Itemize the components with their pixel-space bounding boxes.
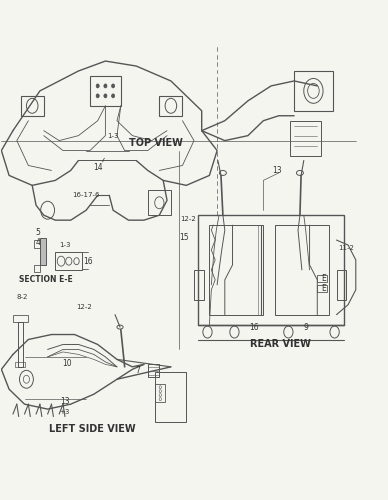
Bar: [13, 314, 28, 322]
Text: 16: 16: [83, 257, 93, 266]
Circle shape: [112, 94, 114, 98]
Bar: [275, 225, 329, 314]
Bar: [290, 120, 321, 156]
Bar: [21, 96, 44, 116]
Bar: [156, 372, 186, 422]
Text: TOP VIEW: TOP VIEW: [128, 138, 182, 148]
Bar: [159, 96, 182, 116]
Text: LEFT SIDE VIEW: LEFT SIDE VIEW: [48, 424, 135, 434]
Text: 12-2: 12-2: [180, 216, 196, 222]
Bar: [90, 76, 121, 106]
Bar: [18, 322, 23, 367]
Text: 16-17-6: 16-17-6: [73, 192, 100, 198]
Bar: [148, 190, 171, 215]
Text: 13: 13: [60, 397, 70, 406]
Bar: [34, 240, 40, 248]
Bar: [148, 364, 159, 377]
Text: +3: +3: [60, 408, 70, 414]
Text: 7: 7: [136, 366, 140, 375]
Text: 4: 4: [36, 238, 40, 247]
Text: 16: 16: [249, 322, 258, 332]
Text: 14: 14: [93, 164, 102, 172]
Text: E: E: [321, 274, 326, 283]
Text: SECTION E-E: SECTION E-E: [19, 276, 73, 284]
Text: 9: 9: [303, 322, 308, 332]
Bar: [15, 362, 24, 367]
Circle shape: [112, 84, 114, 88]
Bar: [55, 252, 82, 270]
Text: 13: 13: [272, 166, 282, 175]
Text: 10: 10: [62, 359, 72, 368]
Bar: [156, 384, 165, 402]
Circle shape: [96, 84, 99, 88]
Circle shape: [96, 94, 99, 98]
Bar: [34, 265, 40, 272]
Text: 1-3: 1-3: [107, 132, 119, 138]
Circle shape: [104, 94, 107, 98]
Text: REAR VIEW: REAR VIEW: [250, 340, 311, 349]
Text: 12-2: 12-2: [76, 304, 92, 310]
Text: 5: 5: [36, 228, 40, 237]
Bar: [317, 275, 327, 282]
Text: 8-2: 8-2: [17, 294, 28, 300]
Bar: [294, 71, 333, 111]
Circle shape: [104, 84, 107, 88]
Bar: [336, 270, 346, 300]
Bar: [317, 285, 327, 292]
Bar: [198, 215, 344, 324]
Bar: [194, 270, 204, 300]
Text: 15: 15: [180, 233, 189, 242]
Bar: [210, 225, 263, 314]
Text: 1-3: 1-3: [59, 242, 71, 248]
Text: 11-2: 11-2: [338, 244, 354, 250]
Text: E: E: [321, 284, 326, 293]
Bar: [40, 238, 46, 265]
